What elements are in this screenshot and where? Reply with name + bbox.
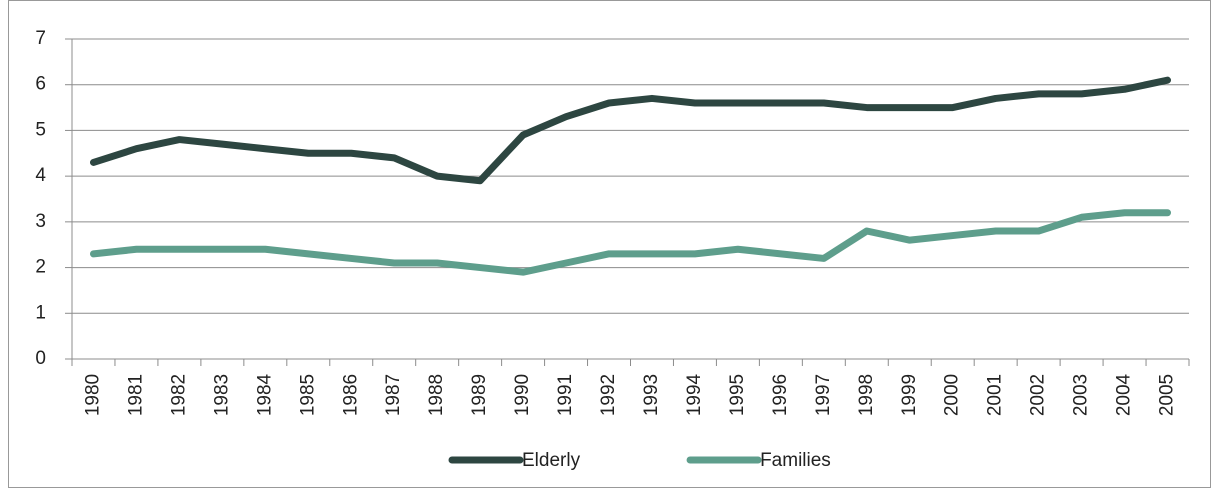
y-tick-label: 6 [35,74,46,95]
x-tick-label: 1992 [598,374,619,416]
y-tick-label: 1 [35,302,46,323]
y-tick-label: 2 [35,257,46,278]
x-tick-label: 1980 [82,374,103,416]
x-tick-label: 1984 [254,373,275,416]
x-tick-label: 1988 [426,374,447,416]
x-tick-label: 2005 [1157,374,1178,416]
x-tick-label: 2002 [1028,374,1049,416]
x-tick-label: 2003 [1071,374,1092,416]
x-tick-label: 1995 [727,374,748,416]
legend-label: Elderly [522,450,581,471]
legend-label: Families [760,450,831,471]
x-tick-label: 1991 [555,374,576,416]
x-tick-label: 1987 [383,374,404,416]
x-tick-label: 2004 [1114,373,1135,416]
y-tick-label: 5 [35,119,46,140]
x-tick-label: 1997 [813,374,834,416]
x-tick-label: 1989 [469,374,490,416]
x-tick-label: 2001 [985,374,1006,416]
x-tick-label: 1998 [856,374,877,416]
y-tick-label: 4 [35,165,46,186]
x-tick-label: 1986 [340,374,361,416]
x-tick-label: 2000 [942,374,963,416]
y-tick-label: 3 [35,211,46,232]
x-tick-label: 1990 [512,374,533,416]
y-tick-label: 0 [35,348,46,369]
series-line [89,209,1172,276]
x-tick-label: 1981 [125,374,146,416]
x-tick-label: 1993 [641,374,662,416]
x-tick-label: 1985 [297,374,318,416]
series-line [89,76,1172,185]
x-tick-label: 1982 [168,374,189,416]
x-tick-label: 1996 [770,374,791,416]
y-tick-label: 7 [35,28,46,49]
x-tick-label: 1983 [211,374,232,416]
x-tick-label: 1994 [684,373,705,416]
x-tick-label: 1999 [899,374,920,416]
chart-frame [8,0,1211,488]
